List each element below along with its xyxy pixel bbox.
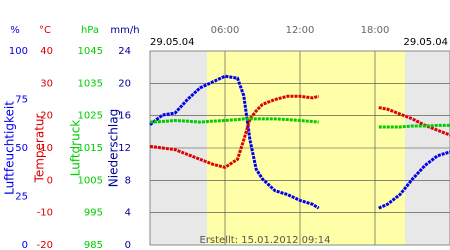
y-tick-label: 10: [40, 143, 53, 154]
annotation: Erstellt: 15.01.2012 09:14: [200, 235, 331, 246]
axis-title: Luftfeuchtigkeit: [3, 101, 17, 195]
y-tick-label: 100: [9, 46, 28, 57]
date-left: 29.05.04: [150, 37, 195, 48]
series-line: [149, 94, 450, 170]
y-tick-label: -20: [37, 240, 53, 250]
y-tick-label: 8: [125, 175, 131, 186]
y-tick-label: 24: [118, 46, 131, 57]
y-tick-label: 1005: [78, 175, 103, 186]
date-right: 29.05.04: [403, 37, 448, 48]
axis-unit: hPa: [81, 25, 99, 36]
y-tick-label: 20: [118, 78, 131, 89]
y-tick-label: -10: [37, 208, 53, 219]
axis-unit: %: [10, 25, 20, 36]
axis-title: Temperatur: [33, 113, 47, 183]
y-tick-label: 1015: [78, 143, 103, 154]
y-tick-label: 50: [15, 143, 28, 154]
y-tick-label: 30: [40, 78, 53, 89]
series-line: [149, 74, 450, 210]
y-tick-label: 0: [125, 240, 131, 250]
axis-title: Niederschlag: [107, 109, 121, 187]
y-tick-label: 20: [40, 111, 53, 122]
y-tick-label: 1035: [78, 78, 103, 89]
y-tick-label: 16: [118, 111, 131, 122]
y-tick-label: 0: [22, 240, 28, 250]
x-tick-label: 18:00: [361, 25, 390, 36]
series-line: [149, 117, 450, 129]
y-tick-label: 25: [15, 192, 28, 203]
x-tick-label: 12:00: [286, 25, 315, 36]
grid-layer: [149, 50, 450, 246]
y-tick-label: 12: [118, 143, 131, 154]
y-tick-label: 4: [125, 208, 131, 219]
y-tick-label: 985: [84, 240, 103, 250]
axis-unit: mm/h: [110, 25, 139, 36]
plot-border: [149, 50, 450, 246]
x-tick-label: 06:00: [211, 25, 240, 36]
y-tick-label: 40: [40, 46, 53, 57]
y-tick-label: 75: [15, 95, 28, 106]
series-layer: [149, 74, 450, 210]
axis-title: Luftdruck: [69, 120, 83, 177]
y-tick-label: 1025: [78, 111, 103, 122]
axis-unit: °C: [39, 25, 51, 36]
y-tick-label: 995: [84, 208, 103, 219]
y-tick-label: 1045: [78, 46, 103, 57]
y-tick-label: 0: [47, 175, 53, 186]
